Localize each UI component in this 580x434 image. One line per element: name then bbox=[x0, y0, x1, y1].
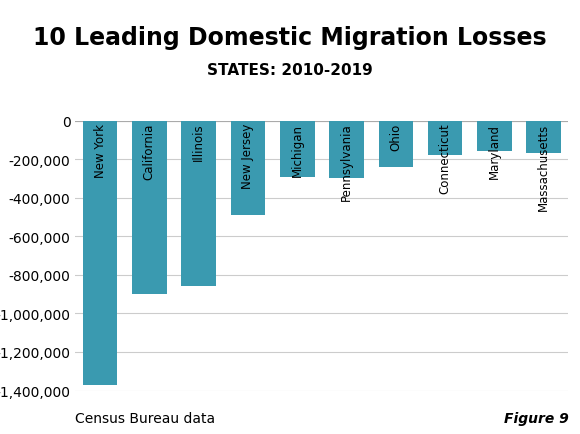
Text: California: California bbox=[143, 123, 156, 180]
Text: Census Bureau data: Census Bureau data bbox=[75, 411, 216, 425]
Text: Maryland: Maryland bbox=[488, 123, 501, 178]
Text: New Jersey: New Jersey bbox=[241, 123, 255, 189]
Bar bbox=[428, 122, 462, 155]
Bar bbox=[527, 122, 561, 153]
Bar bbox=[132, 122, 166, 295]
Bar bbox=[280, 122, 314, 177]
Bar bbox=[477, 122, 512, 151]
Text: 10 Leading Domestic Migration Losses: 10 Leading Domestic Migration Losses bbox=[33, 26, 547, 50]
Text: Connecticut: Connecticut bbox=[438, 123, 452, 194]
Bar bbox=[83, 122, 117, 385]
Text: Massachusetts: Massachusetts bbox=[537, 123, 550, 210]
Bar bbox=[182, 122, 216, 287]
Text: Michigan: Michigan bbox=[291, 123, 304, 176]
Text: Figure 9: Figure 9 bbox=[503, 411, 568, 425]
Text: New York: New York bbox=[93, 123, 107, 178]
Text: Illinois: Illinois bbox=[192, 123, 205, 161]
Text: Pennsylvania: Pennsylvania bbox=[340, 123, 353, 201]
Bar bbox=[329, 122, 364, 178]
Bar bbox=[231, 122, 265, 216]
Text: Ohio: Ohio bbox=[389, 123, 403, 151]
Text: STATES: 2010-2019: STATES: 2010-2019 bbox=[207, 63, 373, 78]
Bar bbox=[379, 122, 413, 168]
